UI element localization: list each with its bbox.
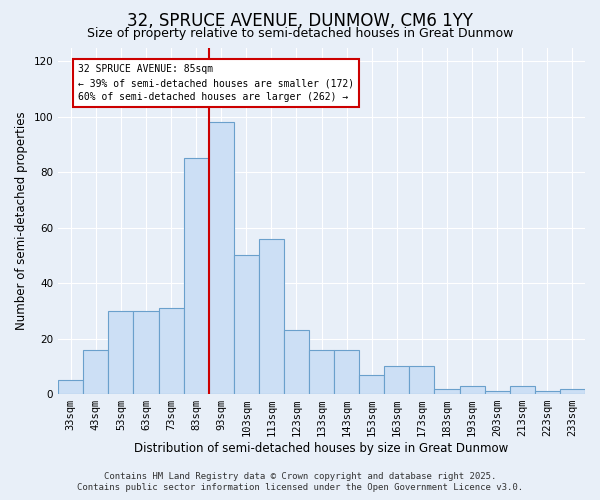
Bar — [209, 122, 234, 394]
Bar — [83, 350, 109, 394]
Bar — [385, 366, 409, 394]
Bar — [460, 386, 485, 394]
Bar — [58, 380, 83, 394]
Bar — [334, 350, 359, 394]
Bar — [309, 350, 334, 394]
X-axis label: Distribution of semi-detached houses by size in Great Dunmow: Distribution of semi-detached houses by … — [134, 442, 509, 455]
Bar — [510, 386, 535, 394]
Bar — [485, 392, 510, 394]
Bar — [535, 392, 560, 394]
Bar — [560, 388, 585, 394]
Bar — [409, 366, 434, 394]
Text: Contains HM Land Registry data © Crown copyright and database right 2025.
Contai: Contains HM Land Registry data © Crown c… — [77, 472, 523, 492]
Bar — [158, 308, 184, 394]
Text: Size of property relative to semi-detached houses in Great Dunmow: Size of property relative to semi-detach… — [87, 28, 513, 40]
Bar — [434, 388, 460, 394]
Bar — [109, 311, 133, 394]
Bar — [359, 374, 385, 394]
Text: 32, SPRUCE AVENUE, DUNMOW, CM6 1YY: 32, SPRUCE AVENUE, DUNMOW, CM6 1YY — [127, 12, 473, 30]
Y-axis label: Number of semi-detached properties: Number of semi-detached properties — [15, 112, 28, 330]
Bar — [284, 330, 309, 394]
Text: 32 SPRUCE AVENUE: 85sqm
← 39% of semi-detached houses are smaller (172)
60% of s: 32 SPRUCE AVENUE: 85sqm ← 39% of semi-de… — [78, 64, 355, 102]
Bar — [133, 311, 158, 394]
Bar — [234, 256, 259, 394]
Bar — [259, 239, 284, 394]
Bar — [184, 158, 209, 394]
